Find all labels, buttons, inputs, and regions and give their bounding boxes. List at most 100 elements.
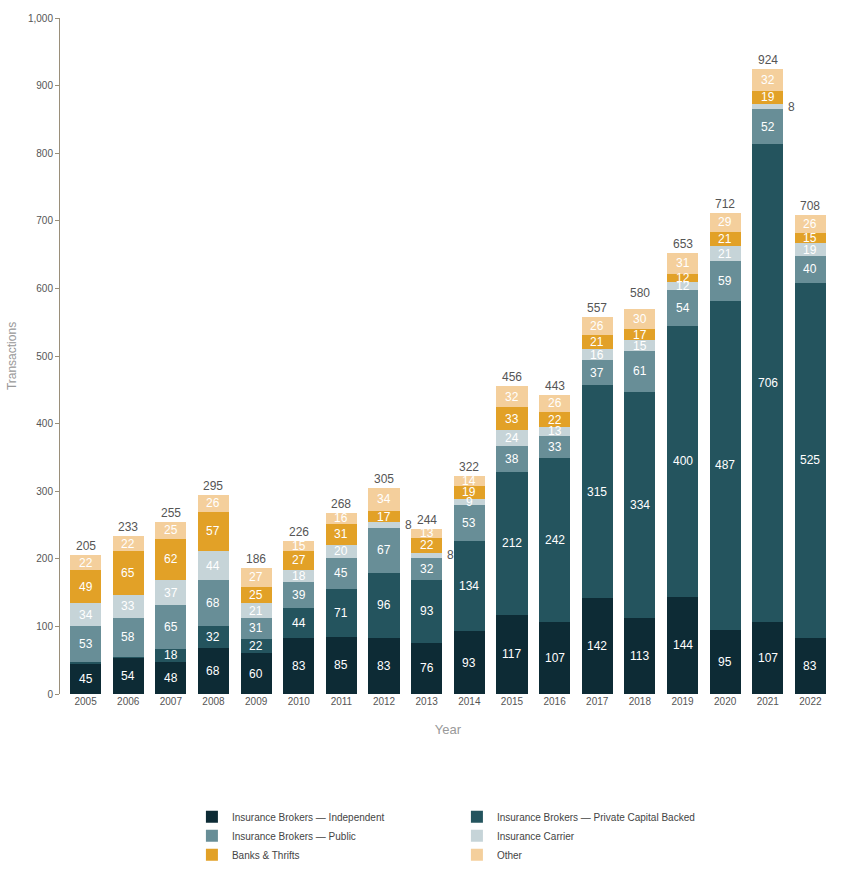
svg-text:27: 27 (249, 570, 263, 584)
svg-text:26: 26 (803, 217, 817, 231)
svg-text:2013: 2013 (416, 696, 439, 707)
svg-text:2008: 2008 (202, 696, 225, 707)
svg-text:96: 96 (377, 598, 391, 612)
svg-text:2009: 2009 (245, 696, 268, 707)
svg-text:32: 32 (761, 73, 775, 87)
svg-text:18: 18 (164, 648, 178, 662)
svg-text:13: 13 (420, 526, 434, 540)
svg-text:2021: 2021 (757, 696, 780, 707)
svg-text:30: 30 (633, 312, 647, 326)
svg-text:322: 322 (459, 460, 479, 474)
svg-text:37: 37 (164, 586, 178, 600)
svg-text:61: 61 (633, 364, 647, 378)
svg-text:113: 113 (630, 649, 649, 663)
svg-text:29: 29 (718, 215, 732, 229)
svg-text:21: 21 (249, 604, 263, 618)
svg-text:487: 487 (715, 458, 735, 472)
svg-text:2011: 2011 (331, 696, 353, 707)
svg-text:21: 21 (718, 232, 732, 246)
svg-text:2014: 2014 (458, 696, 481, 707)
svg-text:2006: 2006 (117, 696, 140, 707)
svg-text:21: 21 (718, 247, 732, 261)
svg-text:186: 186 (246, 552, 266, 566)
svg-text:17: 17 (377, 510, 391, 524)
svg-text:295: 295 (203, 479, 223, 493)
svg-text:17: 17 (633, 328, 647, 342)
svg-text:142: 142 (587, 639, 607, 653)
svg-text:8: 8 (447, 548, 454, 562)
svg-text:16: 16 (590, 348, 604, 362)
svg-text:26: 26 (548, 396, 562, 410)
svg-text:53: 53 (79, 637, 93, 651)
svg-text:33: 33 (548, 440, 562, 454)
svg-text:16: 16 (334, 511, 348, 525)
svg-text:600: 600 (36, 283, 53, 294)
svg-text:48: 48 (164, 671, 178, 685)
svg-text:65: 65 (121, 566, 135, 580)
svg-text:0: 0 (47, 689, 53, 700)
svg-text:34: 34 (377, 492, 391, 506)
svg-text:233: 233 (118, 520, 138, 534)
svg-text:Insurance Brokers — Private Ca: Insurance Brokers — Private Capital Back… (497, 812, 695, 823)
svg-text:52: 52 (761, 120, 775, 134)
svg-text:31: 31 (334, 527, 348, 541)
svg-text:900: 900 (36, 80, 53, 91)
svg-text:2022: 2022 (799, 696, 822, 707)
svg-text:15: 15 (803, 231, 817, 245)
svg-text:14: 14 (462, 474, 476, 488)
svg-text:12: 12 (676, 279, 690, 293)
svg-text:76: 76 (420, 661, 434, 675)
svg-text:800: 800 (36, 148, 53, 159)
svg-text:20: 20 (334, 544, 348, 558)
svg-text:83: 83 (292, 659, 306, 673)
svg-text:255: 255 (161, 506, 181, 520)
svg-text:22: 22 (420, 538, 434, 552)
svg-text:95: 95 (718, 655, 732, 669)
svg-text:45: 45 (79, 672, 93, 686)
svg-text:708: 708 (800, 199, 820, 213)
svg-text:305: 305 (374, 472, 394, 486)
svg-text:117: 117 (502, 647, 521, 661)
svg-text:226: 226 (289, 525, 309, 539)
svg-text:19: 19 (761, 90, 775, 104)
svg-text:19: 19 (803, 243, 817, 257)
svg-text:Insurance Brokers — Public: Insurance Brokers — Public (232, 831, 356, 842)
svg-text:32: 32 (420, 562, 434, 576)
svg-text:13: 13 (548, 424, 562, 438)
svg-text:38: 38 (505, 452, 519, 466)
svg-text:200: 200 (36, 553, 53, 564)
svg-text:33: 33 (505, 412, 519, 426)
svg-text:443: 443 (545, 379, 565, 393)
svg-text:2007: 2007 (160, 696, 183, 707)
svg-text:22: 22 (79, 556, 93, 570)
svg-text:60: 60 (249, 667, 263, 681)
svg-text:68: 68 (206, 664, 220, 678)
svg-text:62: 62 (164, 552, 178, 566)
svg-text:2016: 2016 (543, 696, 566, 707)
svg-text:33: 33 (121, 599, 135, 613)
svg-text:68: 68 (206, 596, 220, 610)
svg-text:31: 31 (676, 256, 690, 270)
svg-text:706: 706 (758, 376, 778, 390)
svg-text:2018: 2018 (629, 696, 652, 707)
svg-text:37: 37 (590, 366, 604, 380)
svg-text:Insurance Carrier: Insurance Carrier (497, 831, 575, 842)
svg-text:700: 700 (36, 215, 53, 226)
svg-text:32: 32 (505, 390, 519, 404)
svg-text:67: 67 (377, 543, 391, 557)
svg-text:212: 212 (502, 536, 522, 550)
svg-text:57: 57 (206, 524, 220, 538)
svg-text:8: 8 (405, 518, 412, 532)
svg-text:107: 107 (758, 651, 778, 665)
svg-text:44: 44 (292, 616, 306, 630)
svg-text:12: 12 (676, 271, 690, 285)
svg-text:456: 456 (502, 370, 522, 384)
svg-text:22: 22 (548, 413, 562, 427)
svg-text:9: 9 (466, 495, 473, 509)
svg-text:15: 15 (292, 539, 306, 553)
svg-text:85: 85 (334, 658, 348, 672)
svg-text:500: 500 (36, 351, 53, 362)
svg-text:44: 44 (206, 559, 220, 573)
svg-text:8: 8 (788, 100, 795, 114)
svg-text:653: 653 (673, 237, 693, 251)
